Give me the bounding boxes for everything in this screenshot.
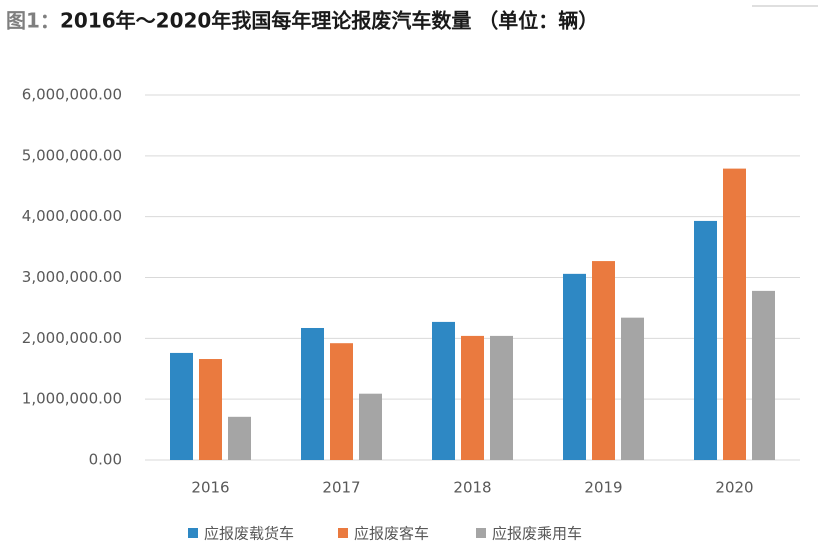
y-tick-label: 6,000,000.00 [22, 86, 122, 104]
x-tick-label: 2017 [322, 479, 360, 497]
bar [432, 321, 455, 460]
bar [199, 359, 222, 460]
y-tick-label: 1,000,000.00 [22, 390, 122, 408]
bar [621, 317, 644, 460]
x-tick-label: 2018 [453, 479, 491, 497]
y-tick-label: 4,000,000.00 [22, 207, 122, 225]
bar [461, 335, 484, 460]
bar [563, 273, 586, 460]
legend-label: 应报废乘用车 [492, 525, 582, 543]
bar [228, 416, 251, 460]
bar [490, 335, 513, 460]
legend-swatch [476, 528, 486, 538]
legend-label: 应报废载货车 [204, 525, 294, 543]
bar [723, 168, 746, 460]
x-tick-label: 2016 [191, 479, 229, 497]
y-tick-label: 3,000,000.00 [22, 268, 122, 286]
bar [592, 261, 615, 460]
bar [694, 220, 717, 460]
legend-swatch [188, 528, 198, 538]
y-tick-label: 5,000,000.00 [22, 146, 122, 164]
y-tick-label: 2,000,000.00 [22, 329, 122, 347]
bar [359, 393, 382, 460]
legend-label: 应报废客车 [354, 525, 429, 543]
bar [330, 343, 353, 460]
bar [170, 352, 193, 460]
x-tick-label: 2019 [584, 479, 622, 497]
figure-label: 图1： [6, 9, 60, 33]
chart-title: 2016年～2020年我国每年理论报废汽车数量 （单位：辆） [60, 9, 598, 33]
legend-swatch [338, 528, 348, 538]
bar [301, 327, 324, 460]
y-tick-label: 0.00 [89, 451, 122, 469]
x-tick-label: 2020 [715, 479, 753, 497]
bar [752, 290, 775, 460]
